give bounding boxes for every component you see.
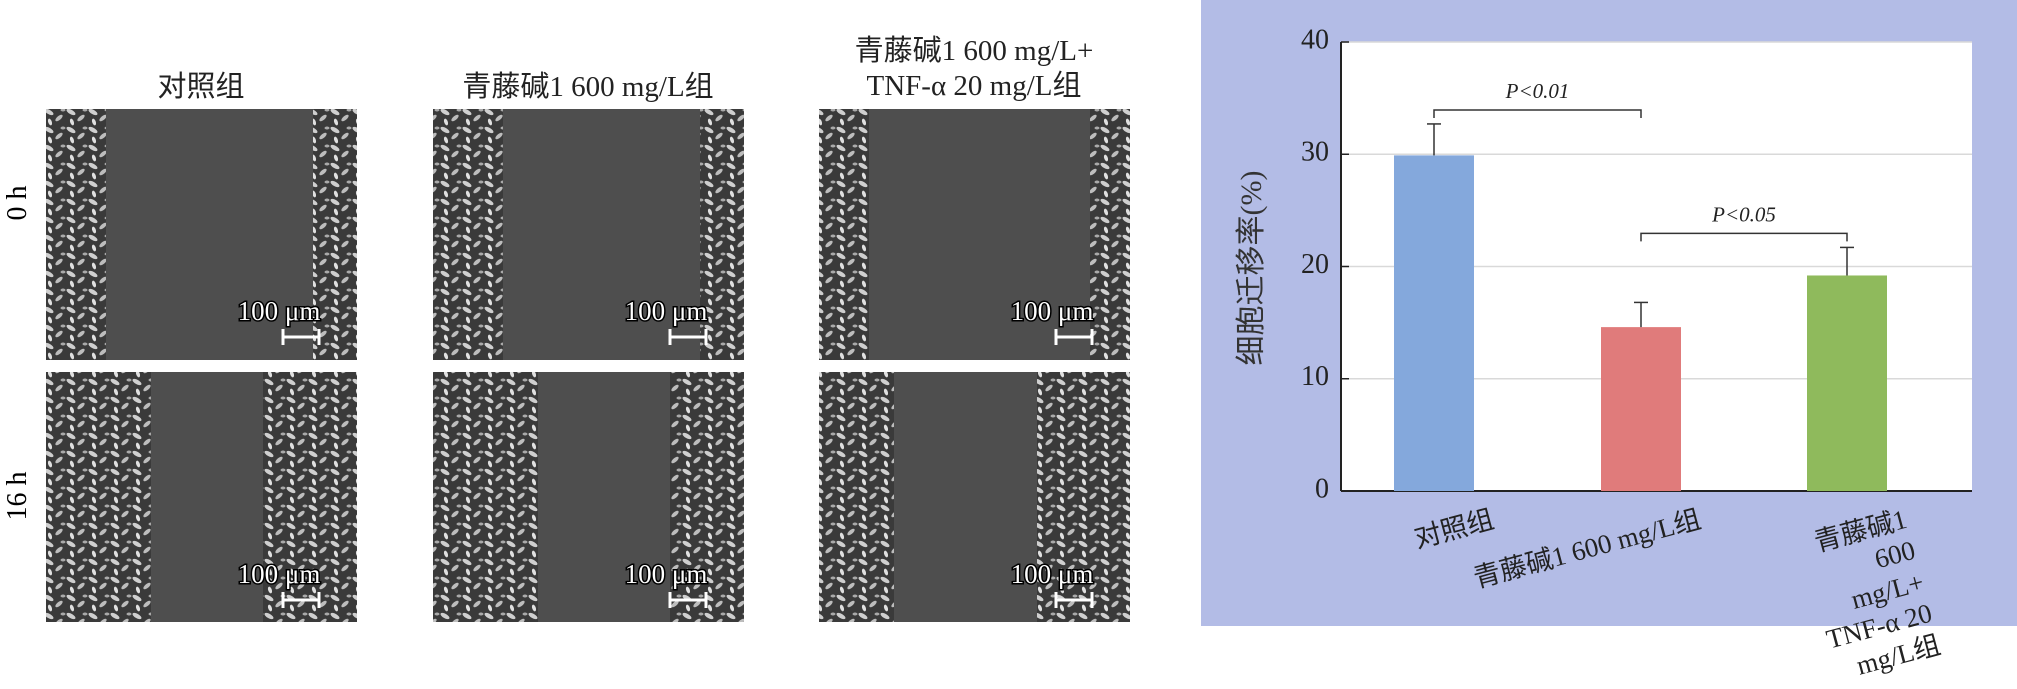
scale-bars: 100 μm 100 μm 100 μm 100 μm 100 μm 100 μm xyxy=(236,295,1095,608)
bar xyxy=(1807,275,1887,491)
bracket xyxy=(1433,109,1642,118)
cell-region xyxy=(1090,109,1130,360)
annotation: P<0.05 xyxy=(1711,202,1776,226)
cell-region xyxy=(313,109,357,360)
scale-bar xyxy=(281,329,321,345)
cell-region xyxy=(263,372,357,622)
row-label: 16 h xyxy=(2,472,33,521)
cell-region xyxy=(46,109,106,360)
error-bar xyxy=(1840,246,1854,276)
y-tick-label: 0 xyxy=(1315,473,1329,504)
scale-bar xyxy=(1054,329,1094,345)
y-tick-label: 10 xyxy=(1301,361,1329,392)
cell-region xyxy=(433,109,503,360)
cell-region xyxy=(670,372,744,622)
column-label: 青藤碱1 600 mg/L组 xyxy=(462,71,714,103)
bracket xyxy=(1640,232,1848,242)
cell-region xyxy=(46,372,151,622)
annotation: P<0.01 xyxy=(1505,79,1570,103)
column-label: 对照组 xyxy=(157,71,245,103)
cell-region xyxy=(819,109,869,360)
y-axis-label: 细胞迁移率(%) xyxy=(1235,171,1268,366)
scale-bar-label: 100 μm xyxy=(238,559,321,589)
scale-bar-label: 100 μm xyxy=(1011,559,1094,589)
cell-region xyxy=(700,109,744,360)
scale-bar xyxy=(1054,592,1094,608)
cell-region xyxy=(433,372,538,622)
significance-bracket xyxy=(1433,109,1642,118)
chart: 0 10 20 30 40 细胞迁移率(%) P<0.01 P<0.05 xyxy=(1235,24,1972,504)
micrographs xyxy=(46,109,1130,622)
bar xyxy=(1601,327,1681,491)
y-tick-label: 20 xyxy=(1301,249,1329,280)
bar xyxy=(1394,155,1474,491)
column-label: 青藤碱1 600 mg/L+ TNF-α 20 mg/L组 xyxy=(854,35,1094,102)
y-tick-label: 40 xyxy=(1301,24,1329,55)
scale-bar xyxy=(668,329,708,345)
cell-region xyxy=(1037,372,1130,622)
row-label: 0 h xyxy=(2,186,33,221)
scale-bar-label: 100 μm xyxy=(1011,296,1094,326)
scale-bar-label: 100 μm xyxy=(238,296,321,326)
scale-bar-label: 100 μm xyxy=(625,559,708,589)
scale-bar xyxy=(281,592,321,608)
micrograph xyxy=(819,109,1130,360)
scale-bar-label: 100 μm xyxy=(625,296,708,326)
y-tick-label: 30 xyxy=(1301,137,1329,168)
error-bar xyxy=(1427,123,1441,156)
error-bar xyxy=(1634,301,1648,328)
significance-bracket xyxy=(1640,232,1848,242)
scale-bar xyxy=(668,592,708,608)
cell-region xyxy=(819,372,894,622)
